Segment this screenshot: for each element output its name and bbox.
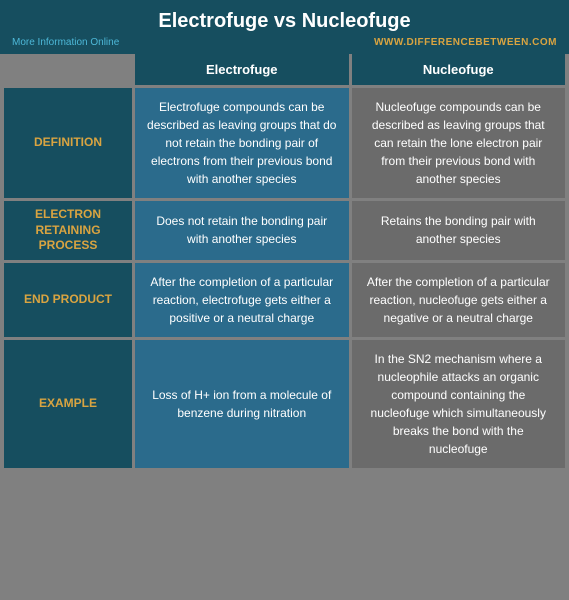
cell-definition-nucleofuge: Nucleofuge compounds can be described as… [352, 88, 566, 198]
row-label-electron-retaining: ELECTRON RETAINING PROCESS [4, 201, 132, 260]
site-url: WWW.DIFFERENCEBETWEEN.COM [374, 37, 557, 48]
comparison-infographic: Electrofuge vs Nucleofuge More Informati… [0, 0, 569, 600]
row-label-definition: DEFINITION [4, 88, 132, 198]
cell-endproduct-electrofuge: After the completion of a particular rea… [135, 263, 349, 337]
row-label-example: EXAMPLE [4, 340, 132, 468]
page-title: Electrofuge vs Nucleofuge [12, 10, 557, 33]
cell-electron-electrofuge: Does not retain the bonding pair with an… [135, 201, 349, 260]
column-header-electrofuge: Electrofuge [135, 54, 349, 85]
column-header-nucleofuge: Nucleofuge [352, 54, 566, 85]
empty-corner [4, 54, 132, 85]
row-label-end-product: END PRODUCT [4, 263, 132, 337]
more-info-text: More Information Online [12, 37, 119, 48]
cell-definition-electrofuge: Electrofuge compounds can be described a… [135, 88, 349, 198]
cell-endproduct-nucleofuge: After the completion of a particular rea… [352, 263, 566, 337]
subheader: More Information Online WWW.DIFFERENCEBE… [12, 37, 557, 48]
comparison-grid: Electrofuge Nucleofuge DEFINITION Electr… [0, 54, 569, 472]
cell-example-electrofuge: Loss of H+ ion from a molecule of benzen… [135, 340, 349, 468]
cell-example-nucleofuge: In the SN2 mechanism where a nucleophile… [352, 340, 566, 468]
cell-electron-nucleofuge: Retains the bonding pair with another sp… [352, 201, 566, 260]
header-bar: Electrofuge vs Nucleofuge More Informati… [0, 0, 569, 54]
